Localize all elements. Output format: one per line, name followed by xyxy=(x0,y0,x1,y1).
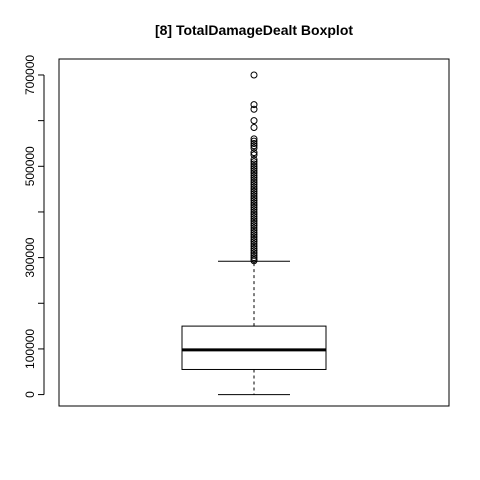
outlier-point xyxy=(250,117,258,125)
box-group xyxy=(181,260,327,396)
outlier-point xyxy=(250,226,258,234)
outlier-group xyxy=(250,71,258,265)
outlier-point xyxy=(250,139,258,147)
y-tick-label: 100000 xyxy=(23,329,37,369)
outlier-point xyxy=(250,158,258,166)
outlier-point xyxy=(250,169,258,177)
outlier-point xyxy=(250,242,258,250)
outlier-point xyxy=(250,249,258,257)
outlier-point xyxy=(250,155,258,163)
outlier-point xyxy=(250,222,258,230)
outlier-point xyxy=(250,254,258,262)
outlier-point xyxy=(250,215,258,223)
outlier-point xyxy=(250,235,258,243)
outlier-point xyxy=(250,199,258,207)
outlier-point xyxy=(250,231,258,239)
outlier-point xyxy=(250,194,258,202)
outlier-point xyxy=(250,233,258,241)
y-tick-label: 500000 xyxy=(23,146,37,186)
outlier-point xyxy=(250,251,258,259)
outlier-point xyxy=(250,178,258,186)
outlier-point xyxy=(250,244,258,252)
outlier-point xyxy=(250,144,258,152)
plot-frame xyxy=(58,58,450,407)
outlier-point xyxy=(250,135,258,143)
y-tick-label: 0 xyxy=(23,391,37,398)
y-tick-label: 300000 xyxy=(23,237,37,277)
outlier-point xyxy=(250,71,258,79)
outlier-point xyxy=(250,240,258,248)
chart-title: [8] TotalDamageDealt Boxplot xyxy=(155,22,353,38)
outlier-point xyxy=(250,167,258,175)
outlier-point xyxy=(250,190,258,198)
outlier-point xyxy=(250,203,258,211)
outlier-point xyxy=(250,174,258,182)
outlier-point xyxy=(250,185,258,193)
outlier-point xyxy=(250,206,258,214)
y-axis: 0 100000 300000 500000 700000 xyxy=(23,55,45,398)
outlier-point xyxy=(250,192,258,200)
outlier-point xyxy=(250,217,258,225)
outlier-point xyxy=(250,165,258,173)
outlier-point xyxy=(250,123,258,131)
outlier-point xyxy=(250,208,258,216)
y-tick-label: 700000 xyxy=(23,55,37,95)
outlier-point xyxy=(250,176,258,184)
outlier-point xyxy=(250,142,258,150)
outlier-point xyxy=(250,247,258,255)
outlier-point xyxy=(250,105,258,113)
outlier-point xyxy=(250,210,258,218)
outlier-point xyxy=(250,160,258,168)
outlier-point xyxy=(250,137,258,145)
outlier-point xyxy=(250,149,258,157)
outlier-point xyxy=(250,219,258,227)
outlier-point xyxy=(250,181,258,189)
outlier-point xyxy=(250,187,258,195)
outlier-point xyxy=(250,224,258,232)
outlier-point xyxy=(250,101,258,109)
outlier-point xyxy=(250,201,258,209)
outlier-point xyxy=(250,229,258,236)
iqr-box xyxy=(181,325,327,370)
outlier-point xyxy=(250,171,258,179)
outlier-point xyxy=(250,162,258,170)
outlier-point xyxy=(250,183,258,191)
outlier-point xyxy=(250,238,258,246)
outlier-point xyxy=(250,151,258,159)
outlier-point xyxy=(250,197,258,205)
outlier-point xyxy=(250,213,258,221)
